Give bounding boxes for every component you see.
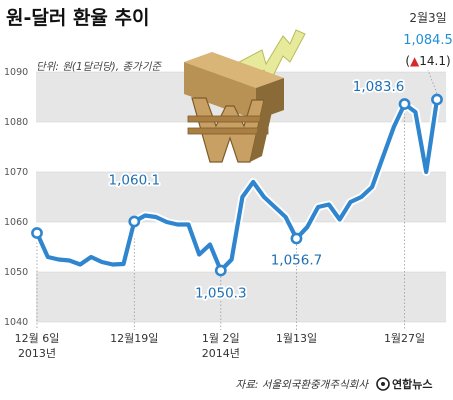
data-label: 1,050.3: [195, 286, 247, 302]
brand-logo-dot-icon: [381, 382, 385, 386]
won-money-icon: [184, 29, 306, 163]
x-tick-label: 2013년: [18, 347, 56, 360]
data-point: [128, 215, 141, 228]
y-tick-label: 1090: [4, 67, 28, 78]
data-point: [290, 232, 303, 245]
latest-guide-line: [427, 69, 438, 94]
data-point: [431, 93, 443, 106]
data-point: [31, 227, 43, 239]
data-label-halo: 1,050.3: [195, 286, 247, 302]
plot-area: [31, 69, 443, 277]
y-tick-label: 1080: [4, 117, 28, 128]
data-label: 1,060.1: [109, 173, 161, 189]
data-label-halo: 1,083.6: [353, 79, 405, 95]
y-tick-label: 1070: [4, 167, 28, 178]
unit-label: 단위: 원(1달러당), 종가기준: [36, 61, 162, 73]
data-label-halo: 1,060.1: [109, 173, 161, 189]
latest-change: (▲14.1): [405, 54, 450, 68]
brand-logo-icon: [376, 377, 390, 391]
latest-date: 2월3일: [409, 11, 446, 25]
y-tick-label: 1050: [4, 267, 28, 278]
series-line: [34, 97, 440, 273]
data-point: [214, 264, 227, 277]
data-label-halo: 1,056.7: [271, 253, 323, 269]
x-axis-ticks: 12월 6일 2013년 12월19일 1월 2일 2014년 1월13일 1월27일: [15, 110, 425, 360]
grid-band: [36, 272, 446, 322]
x-tick-label: 1월 2일: [202, 331, 240, 345]
data-label: 1,083.6: [353, 79, 405, 95]
y-tick-label: 1060: [4, 217, 28, 228]
latest-value-block: 2월3일 1,084.5 (▲14.1): [403, 11, 453, 68]
y-axis-ticks: 1040 1050 1060 1070 1080 1090: [4, 67, 28, 328]
latest-value: 1,084.5: [403, 33, 453, 48]
chart-title: 원-달러 환율 추이: [6, 7, 149, 29]
up-arrow-icon: ▲: [410, 54, 420, 68]
x-tick-label: 1월27일: [384, 331, 425, 345]
brand-name: 연합뉴스: [392, 377, 432, 391]
data-point: [398, 98, 411, 110]
y-tick-label: 1040: [4, 317, 28, 328]
data-labels: 1,060.11,060.11,050.31,050.31,056.71,056…: [107, 77, 406, 303]
x-tick-label: 12월 6일: [15, 331, 60, 345]
brand-logo: 연합뉴스: [376, 377, 432, 391]
latest-change-value: 14.1: [419, 54, 446, 68]
x-tick-label: 12월19일: [110, 331, 158, 345]
source-note: 자료: 서울외국환중개주식회사: [236, 379, 370, 391]
x-tick-label: 2014년: [202, 347, 240, 360]
data-label: 1,056.7: [271, 253, 323, 269]
x-tick-label: 1월13일: [276, 331, 317, 345]
